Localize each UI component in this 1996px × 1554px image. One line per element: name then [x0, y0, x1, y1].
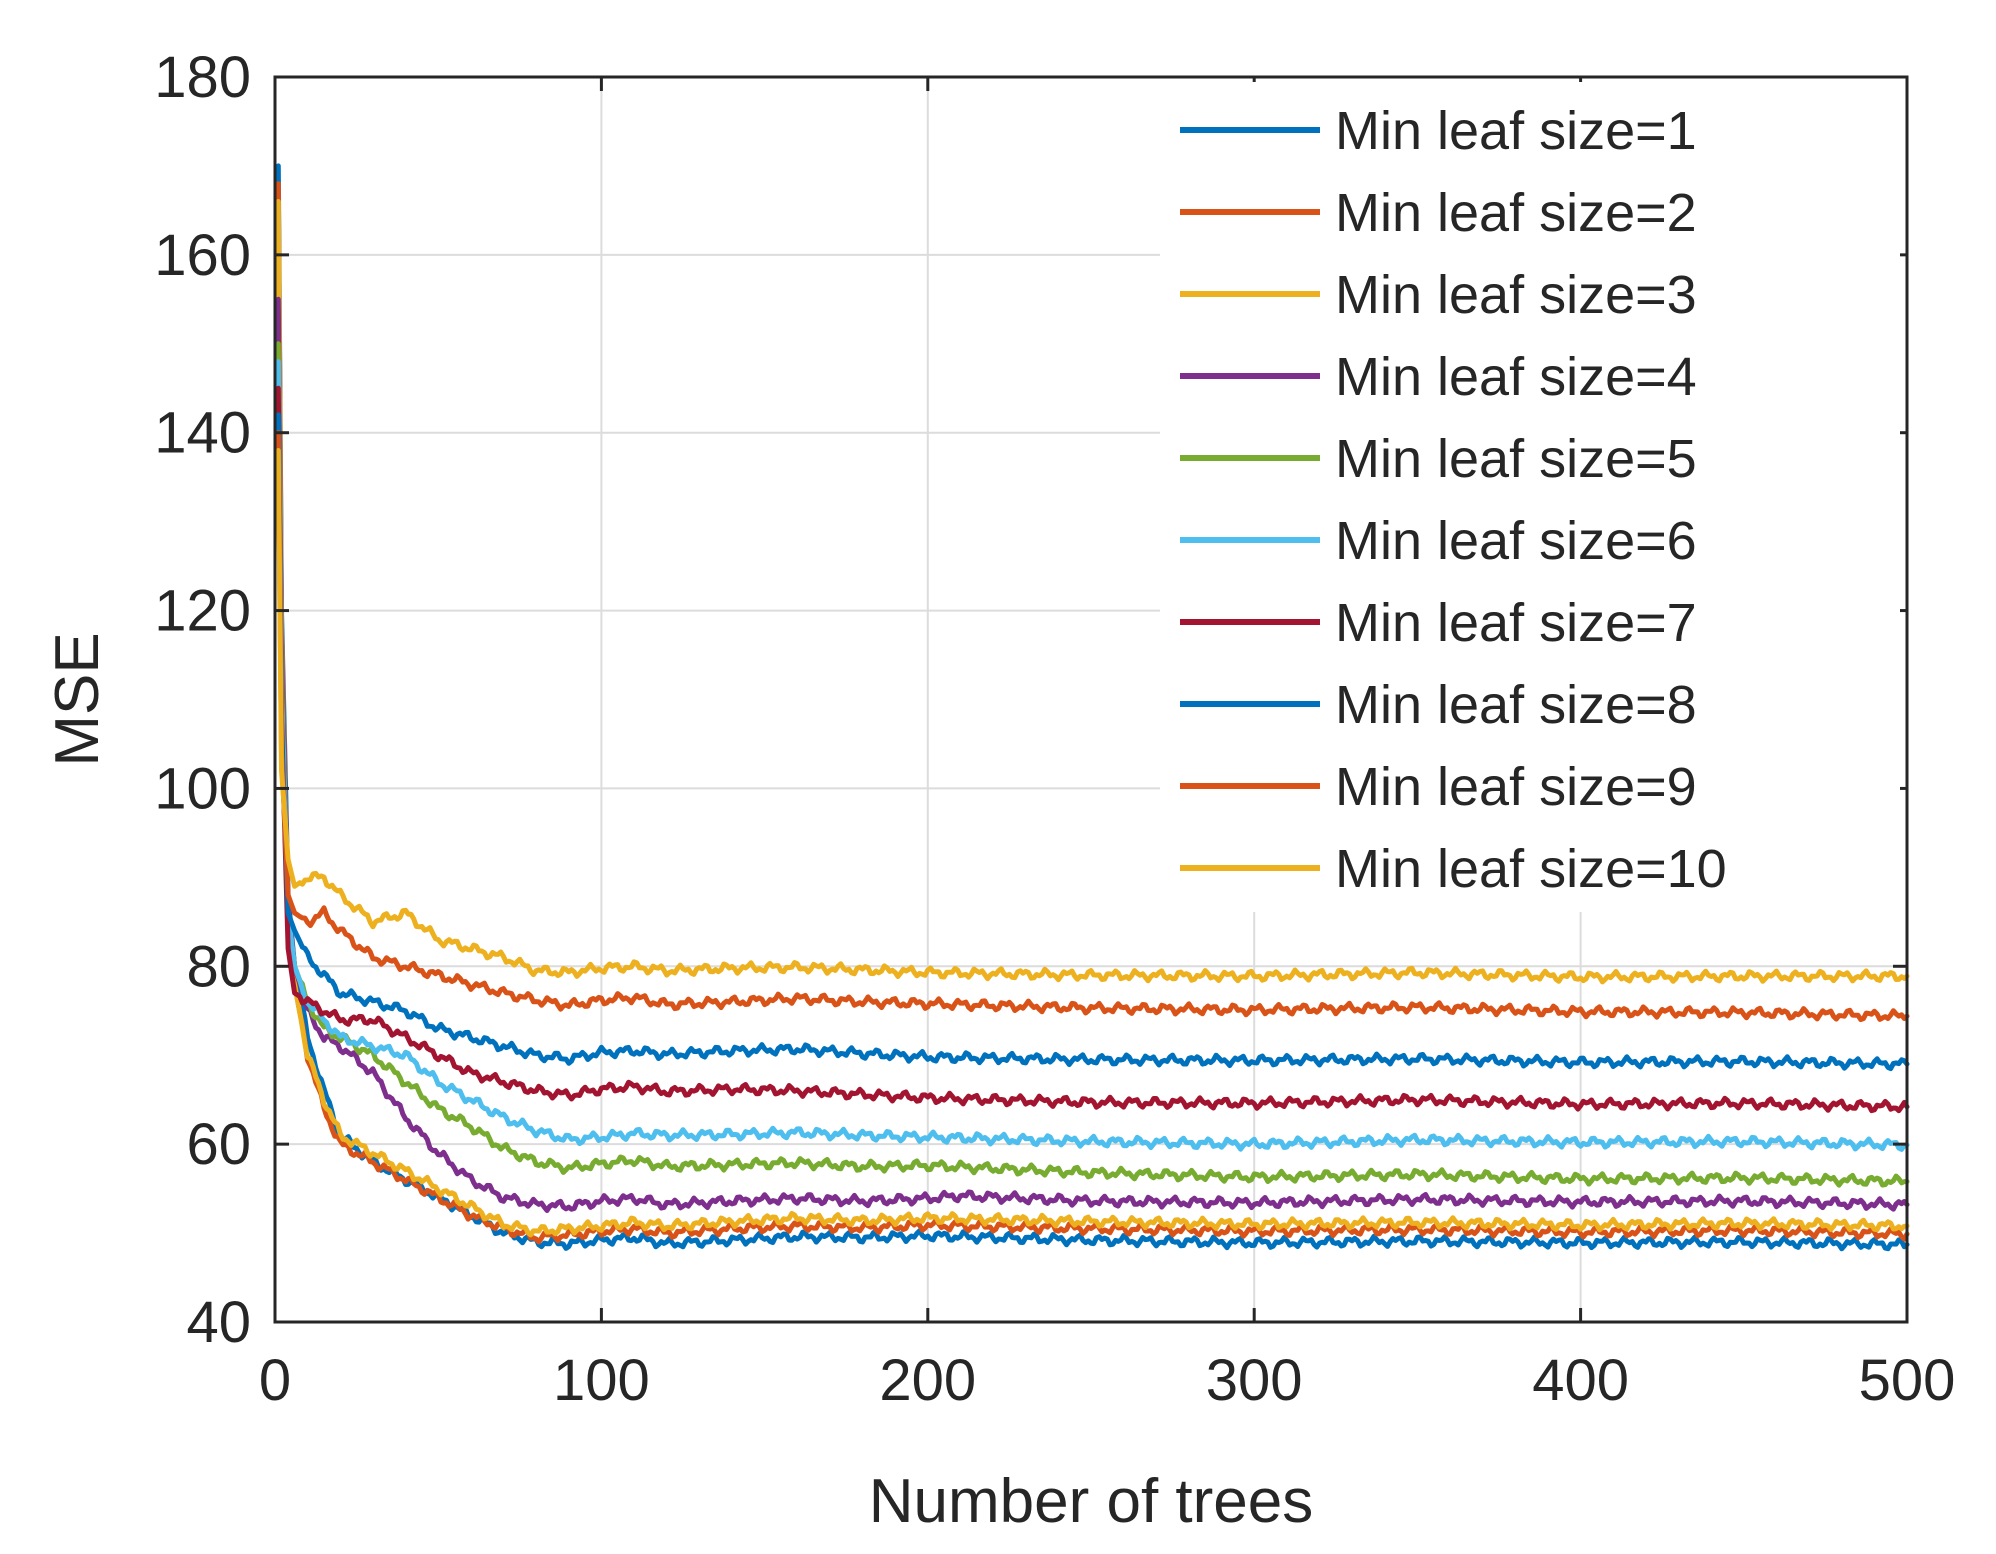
legend-label-5: Min leaf size=5: [1335, 429, 1697, 489]
x-axis-label: Number of trees: [869, 1467, 1314, 1536]
legend-label-6: Min leaf size=6: [1335, 511, 1697, 571]
y-tick-label: 160: [154, 223, 251, 288]
legend-label-3: Min leaf size=3: [1335, 265, 1697, 325]
series-group: [275, 163, 1910, 1252]
legend-label-9: Min leaf size=9: [1335, 757, 1697, 817]
legend-label-8: Min leaf size=8: [1335, 675, 1697, 735]
series-line-7: [275, 385, 1910, 1114]
x-tick-label: 200: [879, 1348, 976, 1413]
legend-label-4: Min leaf size=4: [1335, 347, 1697, 407]
series-line-5: [275, 341, 1910, 1188]
legend-label-7: Min leaf size=7: [1335, 593, 1697, 653]
y-tick-label: 120: [154, 579, 251, 644]
x-tick-label: 100: [553, 1348, 650, 1413]
series-line-4: [275, 296, 1910, 1213]
y-axis: 40 60 80 100 120 140 160 180: [154, 45, 1907, 1355]
y-tick-label: 140: [154, 401, 251, 466]
series-line-9: [275, 430, 1910, 1023]
legend-box: [1160, 82, 1900, 912]
x-tick-label: 500: [1859, 1348, 1956, 1413]
y-tick-label: 180: [154, 45, 251, 110]
x-tick-label: 0: [259, 1348, 291, 1413]
legend-label-10: Min leaf size=10: [1335, 839, 1727, 899]
series-line-10: [275, 448, 1910, 985]
x-tick-label: 300: [1206, 1348, 1303, 1413]
y-tick-label: 60: [186, 1112, 251, 1177]
x-tick-label: 400: [1532, 1348, 1629, 1413]
series-line-1: [275, 163, 1910, 1252]
legend-label-2: Min leaf size=2: [1335, 183, 1697, 243]
y-axis-label: MSE: [43, 632, 112, 766]
legend: Min leaf size=1 Min leaf size=2 Min leaf s…: [1160, 82, 1900, 912]
y-tick-label: 80: [186, 934, 251, 999]
x-axis: 0 100 200 300 400 500: [259, 77, 1956, 1413]
y-tick-label: 100: [154, 756, 251, 821]
legend-label-1: Min leaf size=1: [1335, 101, 1697, 161]
y-tick-label: 40: [186, 1290, 251, 1355]
series-line-6: [275, 359, 1910, 1152]
series-line-8: [275, 412, 1910, 1071]
plot-frame: [273, 75, 1909, 1324]
series-line-2: [275, 181, 1910, 1245]
series-line-3: [275, 199, 1910, 1238]
